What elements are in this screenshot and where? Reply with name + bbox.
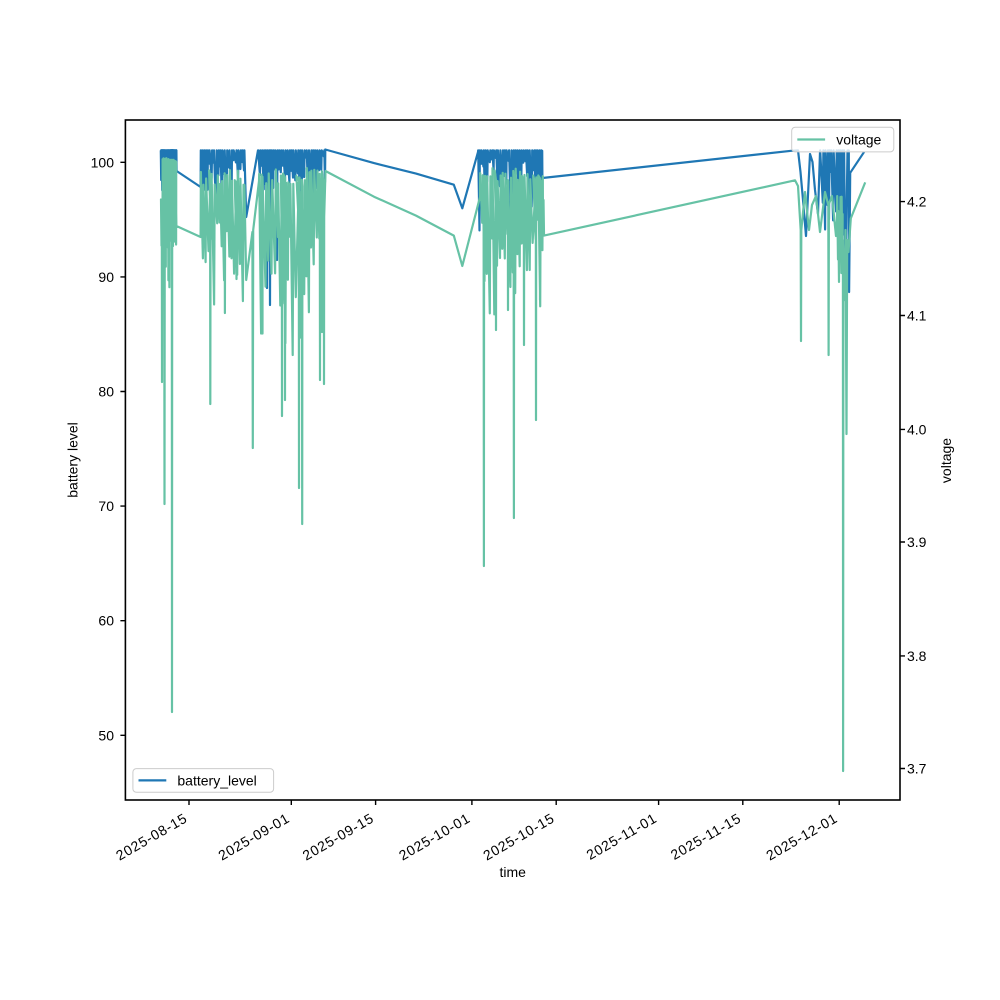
svg-text:3.7: 3.7 <box>907 761 927 777</box>
svg-text:battery level: battery level <box>65 422 81 497</box>
svg-text:50: 50 <box>98 727 114 743</box>
svg-text:3.9: 3.9 <box>907 534 927 550</box>
svg-text:70: 70 <box>98 498 114 514</box>
svg-text:4.1: 4.1 <box>907 308 927 324</box>
svg-text:voltage: voltage <box>836 132 881 148</box>
svg-text:3.8: 3.8 <box>907 648 927 664</box>
svg-text:time: time <box>499 864 526 880</box>
svg-text:80: 80 <box>98 384 114 400</box>
svg-text:100: 100 <box>91 154 115 170</box>
svg-text:4.2: 4.2 <box>907 194 927 210</box>
svg-text:4.0: 4.0 <box>907 421 927 437</box>
svg-text:battery_level: battery_level <box>177 772 256 788</box>
svg-text:60: 60 <box>98 613 114 629</box>
svg-text:90: 90 <box>98 269 114 285</box>
svg-text:voltage: voltage <box>938 438 954 483</box>
